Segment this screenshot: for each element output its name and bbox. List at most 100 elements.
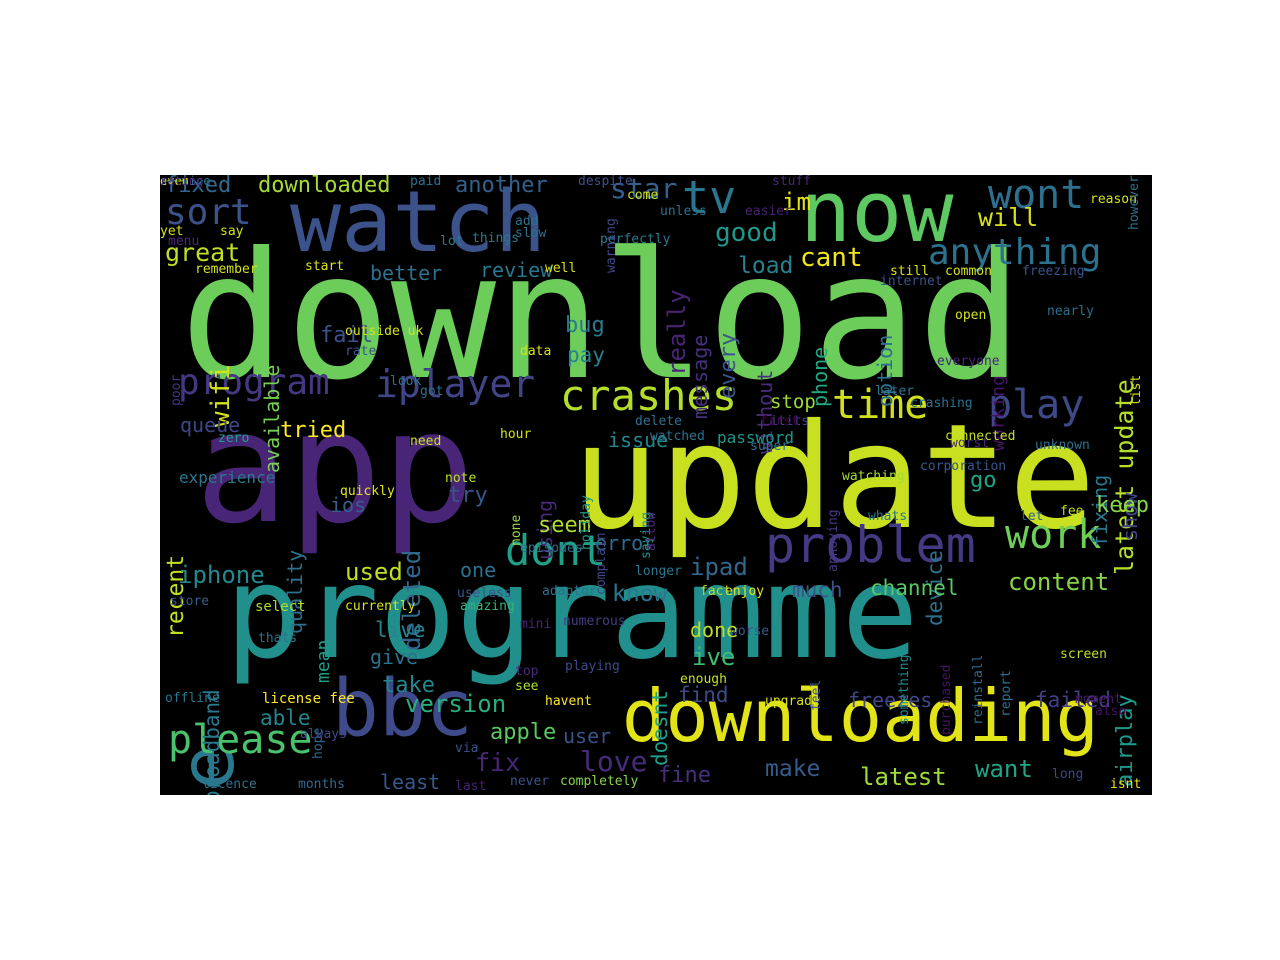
- cloud-word: remember: [195, 262, 258, 277]
- cloud-word: seem: [538, 513, 591, 538]
- cloud-word: queue: [180, 413, 241, 437]
- cloud-word: used: [345, 558, 403, 586]
- cloud-word: stuff: [772, 175, 812, 189]
- cloud-word: havent: [545, 694, 592, 709]
- cloud-word: upgrade: [765, 694, 820, 709]
- cloud-word: note: [445, 471, 477, 486]
- cloud-word: update: [572, 393, 1096, 562]
- cloud-word: tried: [280, 418, 347, 443]
- cloud-word: app: [195, 377, 475, 558]
- cloud-word: isnt: [1110, 777, 1142, 792]
- cloud-word: yet: [160, 224, 184, 239]
- cloud-word: never: [510, 774, 550, 789]
- cloud-word: message: [688, 334, 712, 419]
- cloud-word: warning: [604, 217, 619, 273]
- cloud-word: got: [420, 384, 444, 399]
- cloud-word: hour: [500, 427, 532, 442]
- cloud-word: programme: [225, 539, 919, 688]
- cloud-word: apple: [490, 720, 557, 745]
- cloud-word: itits: [770, 414, 810, 429]
- cloud-word: feel: [809, 679, 824, 712]
- cloud-word: outside uk: [345, 324, 424, 339]
- cloud-word: worse: [730, 624, 770, 639]
- cloud-word: program: [178, 362, 330, 403]
- cloud-word: problem: [765, 516, 976, 574]
- cloud-word: stop: [770, 391, 816, 413]
- cloud-word: amazing: [460, 599, 515, 614]
- cloud-word: slow: [515, 226, 547, 241]
- cloud-word: easier: [745, 204, 792, 219]
- cloud-word: now: [800, 175, 954, 262]
- cloud-word: license fee: [262, 691, 355, 707]
- cloud-word: freezes: [848, 688, 933, 712]
- cloud-word: top: [515, 664, 539, 679]
- cloud-word: cant: [800, 243, 863, 273]
- cloud-word: really: [663, 289, 691, 377]
- cloud-word: later: [875, 384, 915, 399]
- cloud-word: however: [1127, 175, 1142, 230]
- cloud-word: fix: [475, 748, 521, 777]
- cloud-word: mean: [313, 639, 334, 684]
- cloud-word: last: [455, 779, 487, 794]
- cloud-word: reason: [1090, 192, 1137, 207]
- cloud-word: watch: [290, 175, 546, 272]
- cloud-word: worst: [950, 436, 990, 451]
- cloud-word: pay: [567, 343, 605, 367]
- cloud-word: say: [220, 224, 244, 239]
- cloud-word: issue: [608, 428, 669, 452]
- cloud-word: error: [595, 531, 656, 555]
- cloud-word: anything: [928, 232, 1102, 273]
- cloud-word: good: [715, 218, 778, 248]
- cloud-word: start: [305, 259, 345, 274]
- cloud-word: watched: [650, 429, 705, 444]
- cloud-word: crashes: [560, 371, 738, 420]
- cloud-word: list: [1129, 374, 1144, 407]
- cloud-word: want: [975, 755, 1033, 783]
- cloud-word: downloaded: [258, 175, 391, 198]
- cloud-word: let: [1020, 509, 1044, 524]
- cloud-word: add: [515, 214, 539, 229]
- cloud-word: better: [370, 261, 443, 285]
- cloud-word: things: [472, 231, 519, 246]
- cloud-word: long: [1052, 767, 1084, 782]
- cloud-word: version: [405, 690, 507, 718]
- cloud-word: allow: [644, 511, 659, 551]
- cloud-word: menu: [168, 234, 200, 249]
- cloud-word: internet: [880, 274, 943, 289]
- cloud-word: still: [890, 264, 930, 279]
- cloud-word: lot: [440, 234, 464, 249]
- cloud-word: always: [300, 727, 347, 742]
- cloud-word: common: [945, 264, 992, 279]
- cloud-word: sort: [165, 192, 252, 233]
- cloud-word: see: [515, 679, 539, 694]
- cloud-word: data: [520, 344, 552, 359]
- cloud-word: done: [690, 618, 739, 642]
- cloud-word: another: [455, 175, 548, 198]
- cloud-word: quickly: [340, 484, 395, 499]
- cloud-word: quality: [283, 549, 307, 634]
- cloud-word: doesnt: [648, 689, 672, 766]
- cloud-word: poor: [169, 374, 184, 407]
- cloud-word: need: [410, 434, 442, 449]
- cloud-word: time: [832, 382, 929, 428]
- cloud-word: open: [955, 308, 987, 323]
- cloud-word: longer: [635, 564, 682, 579]
- cloud-word: love: [580, 745, 648, 778]
- cloud-word: select: [255, 599, 306, 615]
- cloud-word: iphone: [178, 561, 265, 589]
- cloud-word: fail: [320, 323, 373, 348]
- cloud-word: channel: [870, 576, 959, 600]
- cloud-word: currently: [345, 599, 416, 614]
- cloud-word: try: [448, 483, 488, 508]
- cloud-word: even: [160, 175, 189, 188]
- cloud-word: connected: [945, 429, 1016, 444]
- cloud-word: paid: [410, 175, 442, 189]
- cloud-word: fee: [1060, 504, 1084, 519]
- cloud-word: screen: [1060, 647, 1107, 662]
- cloud-word: failed: [1035, 688, 1111, 712]
- cloud-word: great: [165, 238, 241, 267]
- cloud-word: tv: [682, 175, 737, 224]
- cloud-word: least: [380, 770, 441, 794]
- cloud-word: go: [970, 468, 997, 493]
- cloud-word: download: [180, 216, 1023, 419]
